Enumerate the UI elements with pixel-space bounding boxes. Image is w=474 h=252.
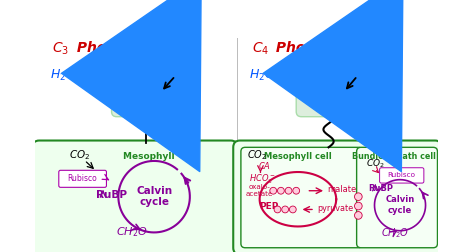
- Text: $HCO_3^-$: $HCO_3^-$: [248, 172, 275, 186]
- Ellipse shape: [143, 68, 167, 111]
- Text: RuBP: RuBP: [96, 190, 127, 200]
- FancyBboxPatch shape: [380, 168, 424, 183]
- Ellipse shape: [142, 76, 149, 103]
- Text: Calvin
cycle: Calvin cycle: [136, 186, 172, 207]
- Text: $CH_2O$: $CH_2O$: [381, 227, 410, 240]
- FancyBboxPatch shape: [59, 170, 107, 187]
- Text: RuBP: RuBP: [369, 184, 393, 193]
- Text: $C_3$: $C_3$: [52, 41, 69, 57]
- Circle shape: [270, 187, 277, 194]
- Text: pyruvate: pyruvate: [318, 204, 354, 213]
- Circle shape: [282, 206, 289, 213]
- Text: oxalo-
acetate: oxalo- acetate: [246, 184, 273, 197]
- Text: malate: malate: [328, 185, 357, 194]
- Circle shape: [355, 193, 362, 201]
- FancyBboxPatch shape: [233, 141, 442, 252]
- Text: Mesophyll  cell: Mesophyll cell: [123, 152, 199, 161]
- FancyBboxPatch shape: [296, 54, 365, 117]
- FancyBboxPatch shape: [32, 141, 237, 252]
- Text: $CA$: $CA$: [258, 160, 271, 171]
- Ellipse shape: [309, 68, 333, 111]
- Text: $C_4$: $C_4$: [252, 41, 269, 57]
- Text: Photosynthesis: Photosynthesis: [72, 41, 196, 55]
- Circle shape: [290, 206, 296, 213]
- Text: Rubisco: Rubisco: [68, 174, 98, 183]
- Text: Rubisco: Rubisco: [388, 172, 416, 178]
- Circle shape: [277, 187, 284, 194]
- Text: $CO_2$: $CO_2$: [366, 158, 385, 170]
- Circle shape: [355, 212, 362, 219]
- Ellipse shape: [130, 97, 162, 114]
- Ellipse shape: [327, 76, 334, 103]
- Circle shape: [293, 187, 300, 194]
- Text: Calvin
cycle: Calvin cycle: [385, 196, 415, 215]
- Text: PEP: PEP: [260, 202, 279, 211]
- Text: $CO_2$: $CO_2$: [69, 148, 90, 162]
- Text: $CH_2O$: $CH_2O$: [116, 225, 147, 239]
- Circle shape: [285, 187, 292, 194]
- Text: $CO_2$: $CO_2$: [247, 148, 267, 162]
- Text: Bundle sheath cell: Bundle sheath cell: [352, 152, 436, 161]
- Text: $CO_2$: $CO_2$: [356, 66, 378, 80]
- Circle shape: [274, 206, 281, 213]
- Text: Mesophyll cell: Mesophyll cell: [264, 152, 332, 161]
- FancyBboxPatch shape: [111, 54, 180, 117]
- Text: Photosynthesis: Photosynthesis: [271, 41, 395, 55]
- Ellipse shape: [314, 97, 346, 114]
- FancyBboxPatch shape: [241, 147, 363, 248]
- Text: $H_2O$: $H_2O$: [249, 68, 276, 83]
- Text: $H_2O$: $H_2O$: [50, 68, 77, 83]
- Ellipse shape: [328, 68, 352, 111]
- Ellipse shape: [124, 68, 148, 111]
- Text: $CO_2$: $CO_2$: [173, 66, 196, 80]
- Circle shape: [355, 202, 362, 210]
- FancyBboxPatch shape: [356, 147, 438, 248]
